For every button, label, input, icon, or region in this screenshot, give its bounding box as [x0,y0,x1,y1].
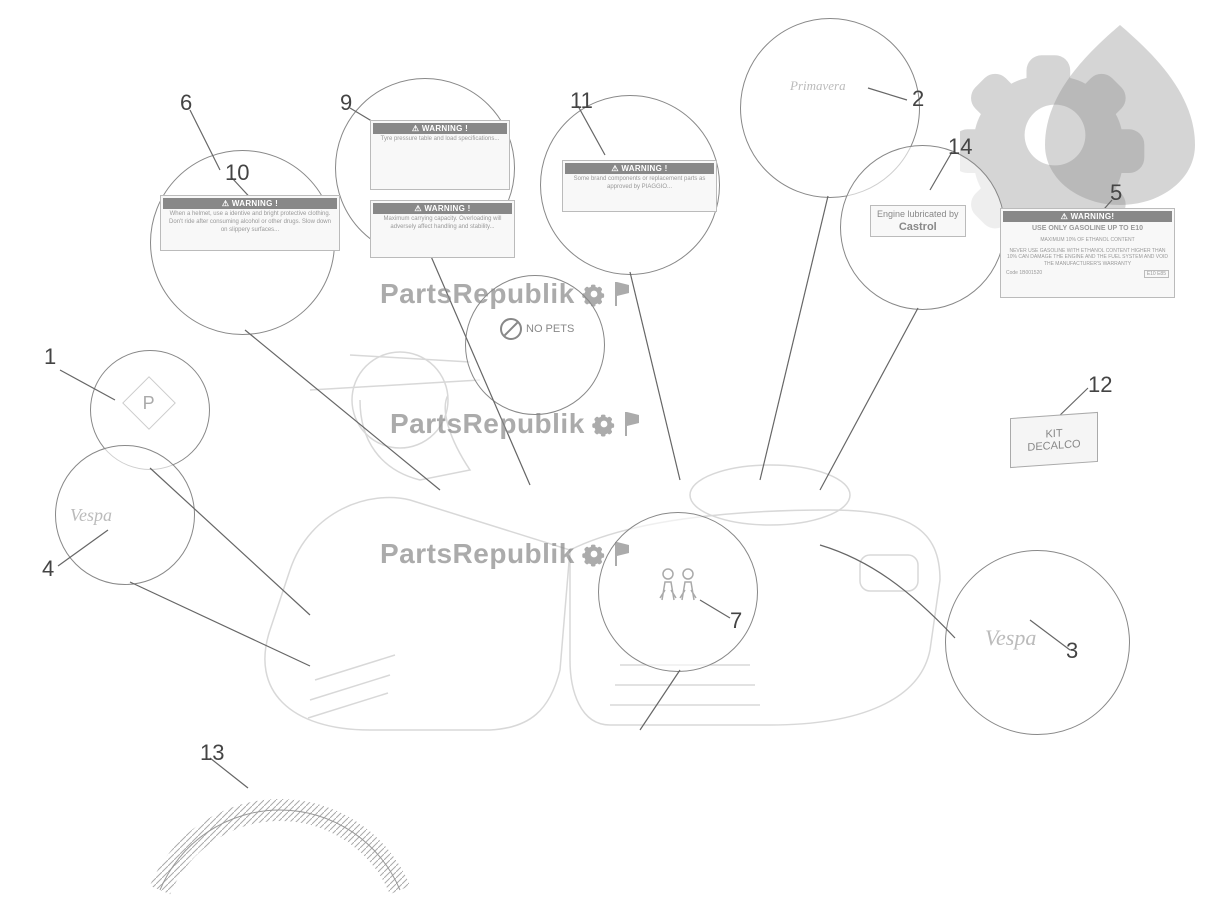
callout-number-5: 5 [1110,180,1122,206]
callout-number-1: 1 [44,344,56,370]
warning5-badge: E10 E85 [1144,270,1169,278]
warning-label-5: ⚠ WARNING! USE ONLY GASOLINE UP TO E10 M… [1000,208,1175,298]
watermark-1: PartsRepublik [380,278,633,310]
primavera-nameplate: Primavera [790,78,846,94]
warning-label-11: ⚠ WARNING ! Some brand components or rep… [562,160,717,212]
watermark-3-text: PartsRepublik [380,538,575,570]
no-pets-label: NO PETS [500,318,574,340]
callout-number-6: 6 [180,90,192,116]
castrol-line1: Engine lubricated by [877,209,959,219]
watermark-2: PartsRepublik [390,408,643,440]
callout-number-3: 3 [1066,638,1078,664]
callout-number-13: 13 [200,740,224,766]
warning-label-9: ⚠ WARNING ! Tyre pressure table and load… [370,120,510,190]
warning-label-10: ⚠ WARNING ! Maximum carrying capacity. O… [370,200,515,258]
callout-number-11: 11 [570,88,593,114]
flag-icon [613,282,633,306]
warning9-header: ⚠ WARNING ! [373,123,507,134]
callout-number-2: 2 [912,86,924,112]
warning10-body: Maximum carrying capacity. Overloading w… [373,214,512,234]
warning5-code: Code 1B001520 [1006,270,1042,278]
vespa-script-rear: Vespa [985,625,1036,651]
warning9-body: Tyre pressure table and load specificati… [373,134,507,146]
no-pets-text: NO PETS [526,323,574,335]
no-pets-icon [500,318,522,340]
diagram-container: ⚠ WARNING ! When a helmet, use a identiv… [0,0,1205,904]
castrol-label: Engine lubricated by Castrol [870,205,966,237]
watermark-3: PartsRepublik [380,538,633,570]
warning11-body: Some brand components or replacement par… [565,174,714,194]
gear-icon [581,281,607,307]
flag-icon [613,542,633,566]
warning5-header: ⚠ WARNING! [1003,211,1172,222]
warning11-header: ⚠ WARNING ! [565,163,714,174]
vespa-script-front: Vespa [70,505,112,526]
callout-number-7: 7 [730,608,742,634]
warning6-header: ⚠ WARNING ! [163,198,337,209]
warning5-line1: USE ONLY GASOLINE UP TO E10 [1003,222,1172,235]
warning5-line2: MAXIMUM 10% OF ETHANOL CONTENT [1003,235,1172,246]
warning-label-6: ⚠ WARNING ! When a helmet, use a identiv… [160,195,340,251]
watermark-2-text: PartsRepublik [390,408,585,440]
gear-icon [591,411,617,437]
piaggio-letter: P [143,392,155,413]
callout-number-14: 14 [948,134,972,160]
callout-number-12: 12 [1088,372,1112,398]
flag-icon [623,412,643,436]
castrol-brand: Castrol [877,221,959,233]
callout-number-10: 10 [225,160,249,186]
callout-number-9: 9 [340,90,352,116]
callout-number-4: 4 [42,556,54,582]
gear-icon [581,541,607,567]
people-icon [650,560,706,616]
warning10-header: ⚠ WARNING ! [373,203,512,214]
watermark-1-text: PartsRepublik [380,278,575,310]
warning5-line3: NEVER USE GASOLINE WITH ETHANOL CONTENT … [1003,246,1172,270]
warning6-body: When a helmet, use a identive and bright… [163,209,337,236]
kit-decalco-label: KIT DECALCO [1010,412,1098,468]
